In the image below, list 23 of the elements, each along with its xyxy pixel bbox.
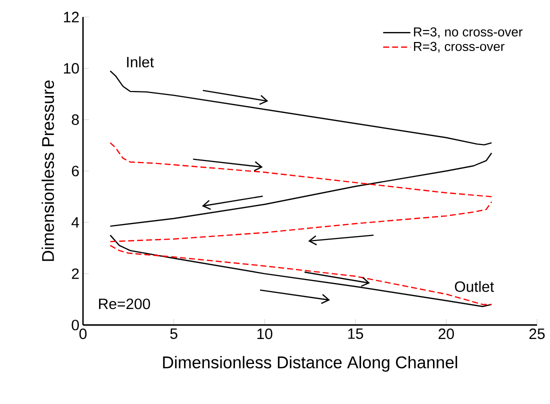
y-tick-label: 8 xyxy=(72,114,79,125)
annotation: Inlet xyxy=(127,56,154,68)
annotation: Re=200 xyxy=(99,298,150,310)
annotation: Outlet xyxy=(454,280,494,292)
y-tick-label: 12 xyxy=(64,12,79,22)
x-tick-label: 15 xyxy=(348,328,364,339)
line-series xyxy=(110,152,492,227)
y-tick-label: 0 xyxy=(72,320,79,330)
x-tick-label: 0 xyxy=(79,328,87,340)
x-tick-label: 10 xyxy=(257,328,272,340)
line-series xyxy=(110,201,492,242)
y-tick-label: 2 xyxy=(72,268,79,279)
x-tick-label: 25 xyxy=(529,328,545,340)
y-axis-title: Dimensionless Pressure xyxy=(42,80,54,261)
y-tick-label: 10 xyxy=(64,63,79,74)
x-tick-label: 5 xyxy=(170,328,178,339)
x-tick-label: 20 xyxy=(438,328,454,340)
legend-label: R=3, no cross-over xyxy=(414,27,522,38)
x-axis-title: Dimensionless Distance Along Channel xyxy=(163,356,458,372)
y-tick-label: 6 xyxy=(72,166,79,176)
line-series xyxy=(110,142,492,198)
y-tick-label: 4 xyxy=(72,217,80,228)
legend-label: R=3, cross-over xyxy=(414,42,504,53)
